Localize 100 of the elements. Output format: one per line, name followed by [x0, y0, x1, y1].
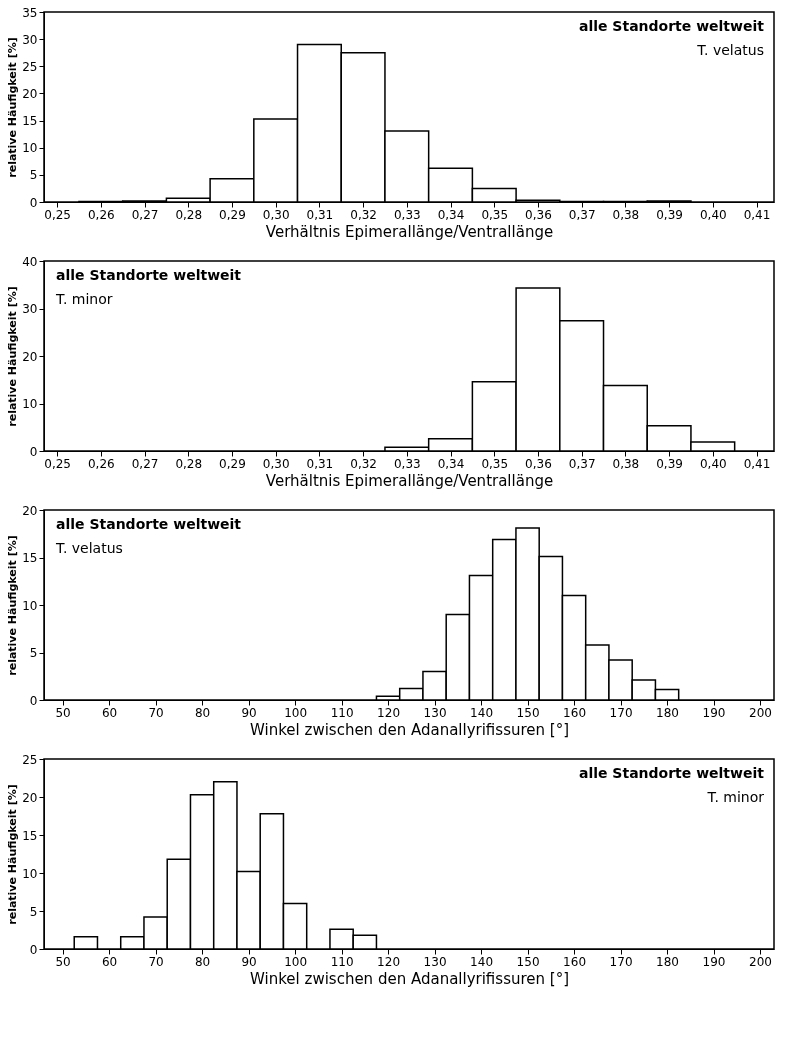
x-tick-label: 0,26	[87, 456, 115, 471]
y-tick-label: 20	[22, 503, 38, 518]
x-tick-label: 0,30	[262, 207, 290, 222]
x-tick-label: 0,29	[219, 207, 246, 222]
y-axis-title: relative Häufigkeit [%]	[6, 535, 20, 676]
x-tick-label: 0,40	[699, 207, 727, 222]
x-tick-label: 100	[284, 954, 308, 969]
x-axis-title: Winkel zwischen den Adanallyrifissuren [°]	[250, 720, 569, 739]
x-tick-label: 0,25	[44, 456, 71, 471]
x-tick-label: 0,41	[743, 456, 771, 471]
x-tick-label: 70	[148, 954, 164, 969]
x-tick-label: 190	[702, 954, 726, 969]
annotation: alle Standorte weltweit	[578, 765, 765, 781]
x-tick-label: 0,27	[131, 456, 159, 471]
annotation: T. velatus	[55, 540, 123, 556]
x-tick-label: 0,26	[87, 207, 115, 222]
x-tick-label: 0,29	[219, 456, 246, 471]
x-tick-label: 0,35	[481, 456, 509, 471]
annotation: alle Standorte weltweit	[56, 267, 242, 283]
y-tick-label: 0	[29, 942, 38, 957]
x-tick-label: 0,41	[743, 207, 771, 222]
x-axis-title: Verhältnis Epimerallänge/Ventrallänge	[265, 471, 554, 490]
y-tick-label: 20	[22, 349, 38, 364]
x-tick-label: 170	[609, 705, 633, 720]
y-tick-label: 25	[22, 752, 38, 767]
x-tick-label: 130	[423, 954, 447, 969]
x-tick-label: 0,39	[656, 456, 683, 471]
y-tick-label: 40	[22, 254, 38, 269]
x-tick-label: 0,37	[568, 456, 596, 471]
x-tick-label: 0,25	[44, 207, 71, 222]
x-tick-label: 150	[516, 954, 540, 969]
y-tick-label: 15	[22, 114, 38, 129]
y-tick-label: 5	[29, 168, 38, 183]
y-tick-label: 20	[22, 790, 38, 805]
y-tick-label: 30	[22, 302, 38, 316]
y-tick-label: 20	[22, 86, 38, 101]
y-tick-label: 5	[29, 904, 38, 919]
x-tick-label: 50	[55, 954, 71, 969]
x-tick-label: 0,34	[437, 456, 465, 471]
x-tick-label: 90	[241, 954, 257, 969]
x-tick-label: 200	[749, 954, 772, 969]
x-tick-label: 180	[656, 705, 680, 720]
x-axis-title: Winkel zwischen den Adanallyrifissuren [°]	[250, 969, 569, 988]
x-tick-label: 0,32	[350, 207, 377, 222]
x-tick-label: 150	[516, 705, 540, 720]
x-tick-label: 0,27	[131, 207, 159, 222]
y-tick-label: 35	[22, 5, 38, 20]
x-tick-label: 0,35	[481, 207, 509, 222]
y-tick-label: 10	[22, 598, 38, 613]
y-tick-label: 0	[29, 444, 38, 459]
x-tick-label: 180	[656, 954, 680, 969]
x-tick-label: 140	[470, 705, 494, 720]
x-tick-label: 0,36	[525, 456, 552, 471]
annotation: alle Standorte weltweit	[56, 516, 242, 532]
y-axis-title: relative Häufigkeit [%]	[6, 286, 20, 427]
x-tick-label: 140	[470, 954, 494, 969]
x-tick-label: 0,38	[612, 456, 640, 471]
y-tick-label: 15	[22, 551, 38, 565]
y-tick-label: 0	[29, 693, 38, 708]
x-tick-label: 200	[749, 705, 772, 720]
x-tick-label: 60	[101, 705, 118, 720]
x-tick-label: 0,33	[393, 456, 421, 471]
x-tick-label: 160	[563, 954, 587, 969]
x-tick-label: 80	[194, 705, 211, 720]
annotation: alle Standorte weltweit	[578, 18, 765, 34]
x-tick-label: 160	[563, 705, 587, 720]
y-tick-label: 30	[22, 32, 38, 47]
x-tick-label: 50	[55, 705, 71, 720]
x-tick-label: 90	[241, 705, 257, 720]
x-tick-label: 0,36	[525, 207, 552, 222]
y-tick-label: 5	[29, 646, 38, 660]
y-tick-label: 15	[22, 828, 38, 843]
x-tick-label: 70	[148, 705, 164, 720]
x-tick-label: 130	[423, 705, 447, 720]
x-tick-label: 0,33	[393, 207, 421, 222]
x-tick-label: 100	[284, 705, 308, 720]
x-tick-label: 0,28	[175, 207, 203, 222]
y-tick-label: 10	[22, 141, 38, 156]
x-tick-label: 0,31	[306, 456, 334, 471]
x-tick-label: 120	[377, 954, 401, 969]
annotation: T. minor	[706, 789, 765, 805]
x-tick-label: 0,32	[350, 456, 377, 471]
y-axis-title: relative Häufigkeit [%]	[6, 37, 20, 178]
x-tick-label: 80	[194, 954, 211, 969]
x-tick-label: 190	[702, 705, 726, 720]
y-tick-label: 0	[29, 195, 38, 210]
y-tick-label: 25	[22, 59, 38, 74]
x-tick-label: 60	[101, 954, 118, 969]
x-tick-label: 0,39	[656, 207, 683, 222]
x-tick-label: 110	[330, 705, 354, 720]
x-tick-label: 110	[330, 954, 354, 969]
x-tick-label: 120	[377, 705, 401, 720]
x-tick-label: 170	[609, 954, 633, 969]
y-tick-label: 10	[22, 397, 38, 411]
x-tick-label: 0,38	[612, 207, 640, 222]
y-axis-title: relative Häufigkeit [%]	[6, 784, 20, 925]
annotation: T. velatus	[696, 42, 764, 58]
annotation: T. minor	[55, 291, 113, 307]
x-tick-label: 0,30	[262, 456, 290, 471]
x-tick-label: 0,28	[175, 456, 203, 471]
